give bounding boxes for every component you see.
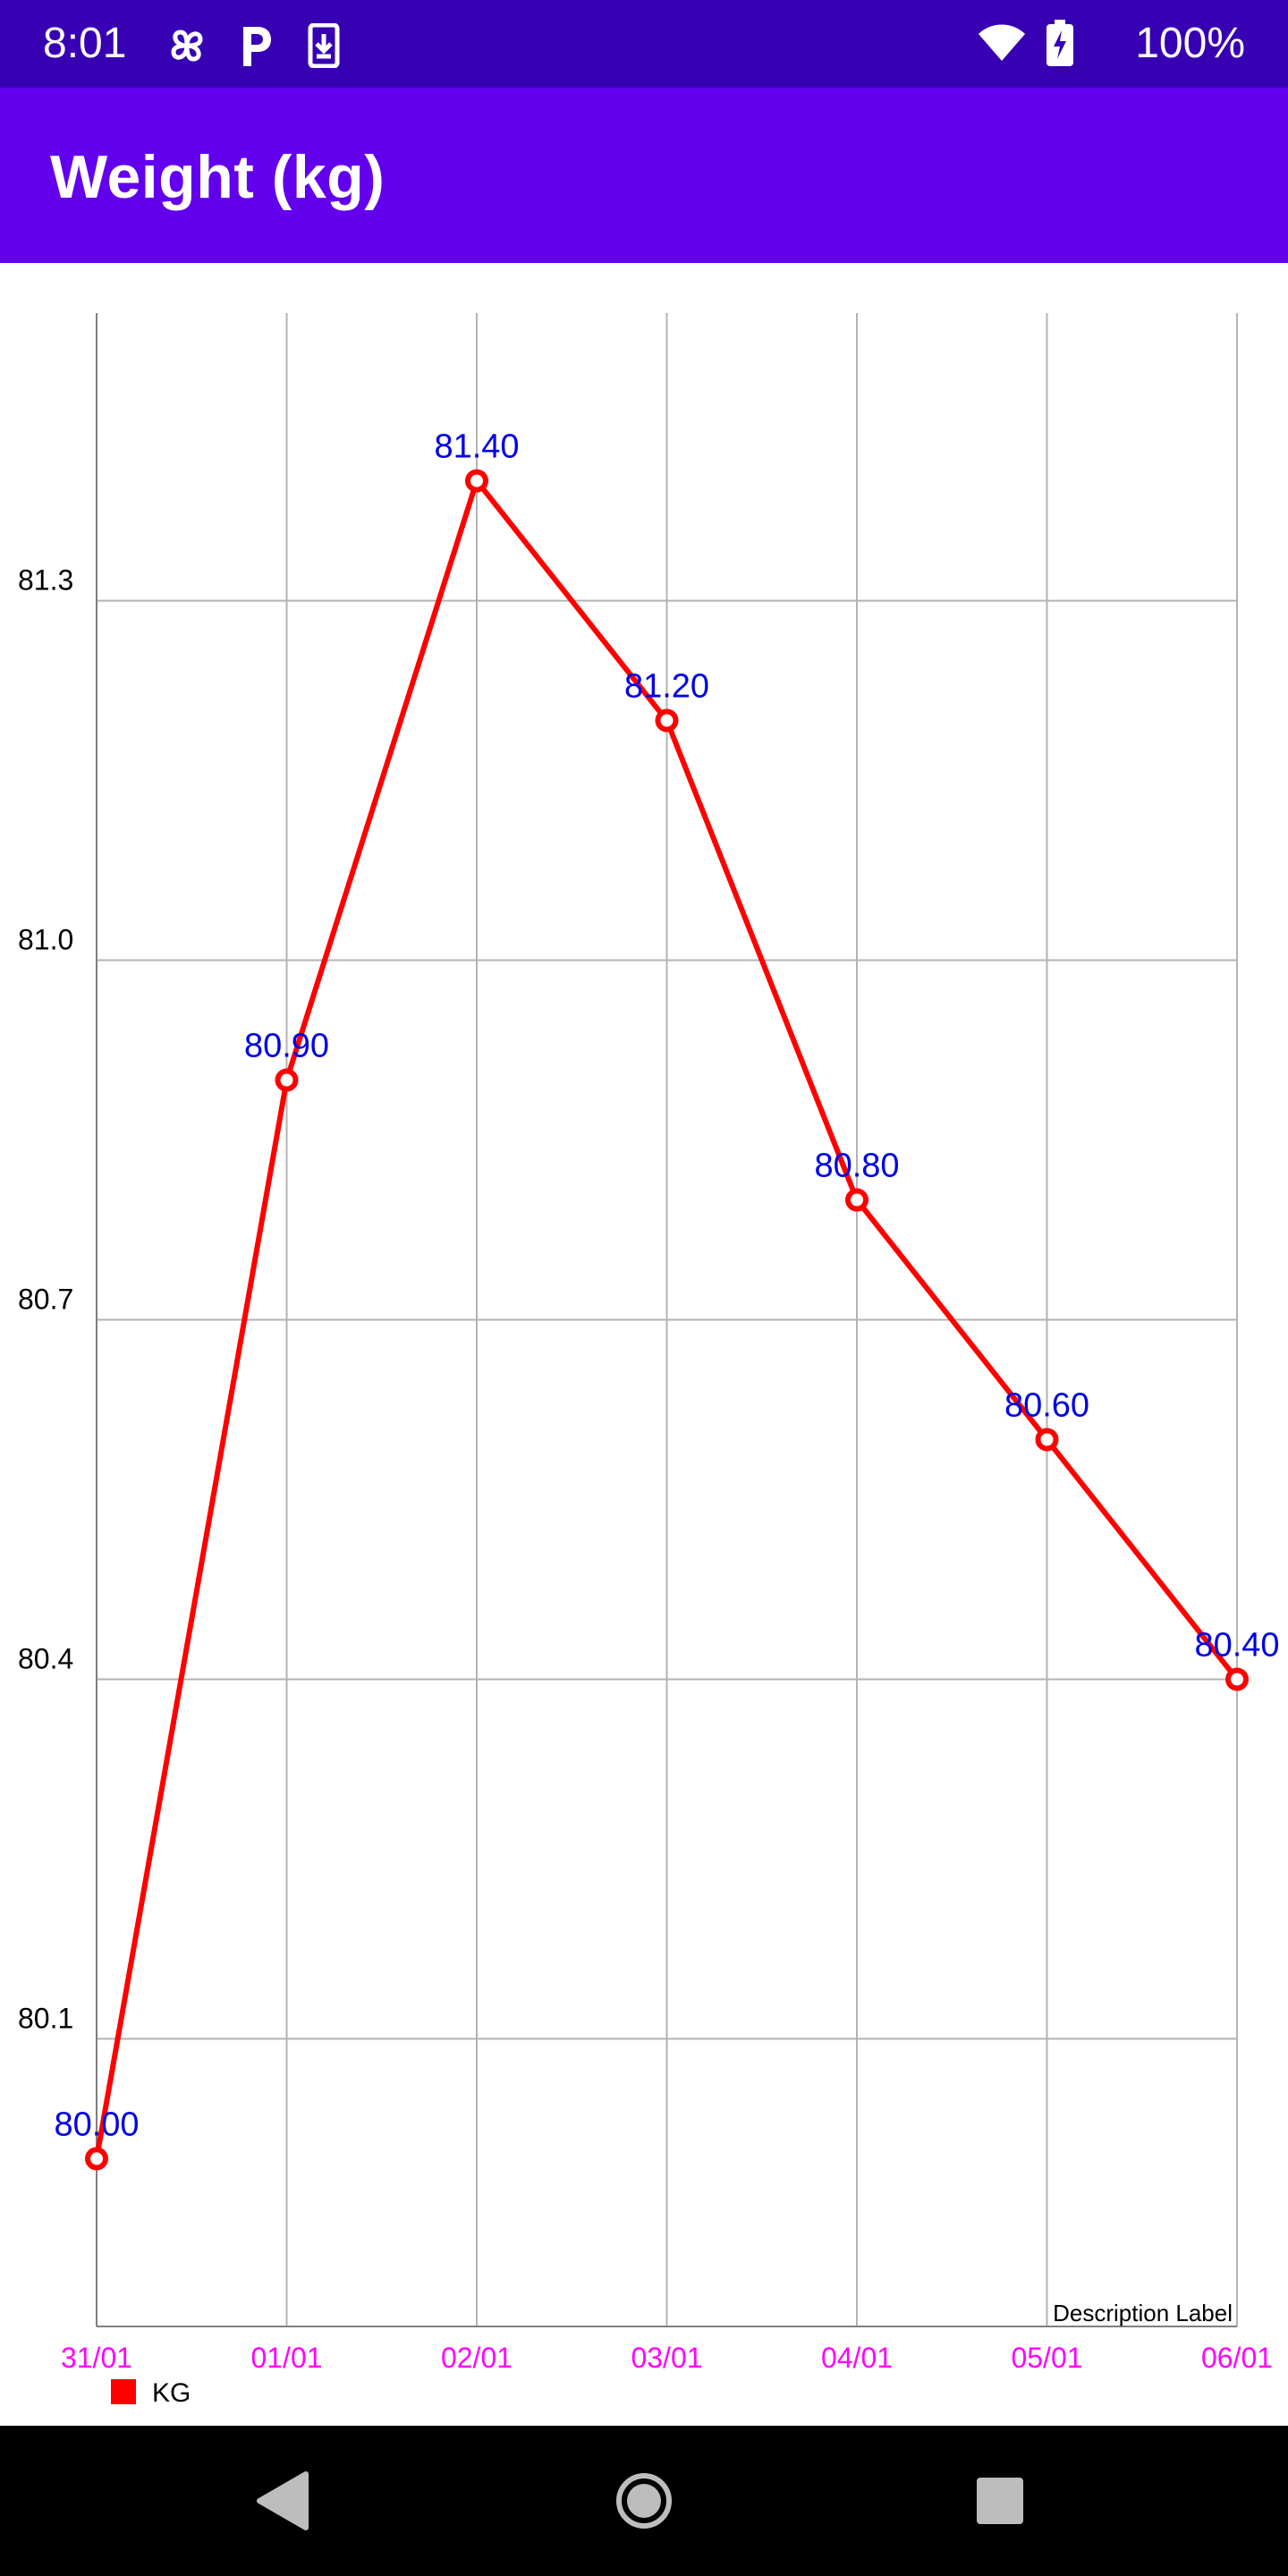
value-label: 80.90 (244, 1028, 329, 1065)
x-axis-ticks: 31/01 01/01 02/01 03/01 04/01 05/01 06/01 (61, 2342, 1273, 2374)
value-labels: 80.00 80.90 81.40 81.20 80.80 80.60 80.40 (54, 428, 1279, 2144)
pinwheel-icon (171, 30, 203, 62)
status-bar: 8:01 100% (0, 0, 1288, 88)
y-axis-ticks: 80.1 80.4 80.7 81.0 81.3 (18, 564, 73, 2035)
x-tick-label: 01/01 (250, 2342, 322, 2374)
recents-icon[interactable] (955, 2456, 1045, 2546)
y-tick-label: 81.0 (18, 924, 73, 956)
legend-label-kg: KG (152, 2378, 191, 2408)
navigation-bar (0, 2426, 1288, 2576)
battery-percent: 100% (1135, 20, 1245, 67)
y-tick-label: 81.3 (18, 564, 73, 597)
back-icon[interactable] (238, 2456, 327, 2546)
x-tick-label: 05/01 (1011, 2342, 1082, 2374)
x-tick-label: 02/01 (441, 2342, 513, 2374)
download-icon (308, 23, 340, 68)
x-tick-label: 04/01 (821, 2342, 893, 2374)
value-label: 80.00 (54, 2106, 139, 2143)
parking-icon (243, 27, 271, 66)
description-label: Description Label (1053, 2300, 1233, 2326)
value-label: 80.40 (1194, 1626, 1279, 1664)
value-label: 81.40 (434, 428, 519, 466)
data-points (85, 469, 1249, 2171)
x-tick-label: 06/01 (1201, 2342, 1273, 2374)
weight-line-chart[interactable]: 80.1 80.4 80.7 81.0 81.3 31/01 01/01 02/01 03/0… (0, 263, 1288, 2426)
legend: KG (111, 2378, 191, 2408)
data-point (655, 708, 679, 733)
value-label: 80.80 (814, 1148, 899, 1185)
data-point (845, 1188, 869, 1212)
horizontal-grid (97, 599, 1237, 2040)
app-title: Weight (kg) (50, 143, 386, 211)
data-point (1225, 1667, 1249, 1691)
data-point (1035, 1428, 1059, 1452)
y-tick-label: 80.7 (18, 1284, 73, 1316)
app-bar: Weight (kg) (0, 88, 1288, 263)
status-right: 100% (977, 18, 1245, 70)
data-point (85, 2147, 108, 2171)
x-tick-label: 03/01 (631, 2342, 702, 2374)
data-point (275, 1068, 299, 1092)
chart-area: 80.1 80.4 80.7 81.0 81.3 31/01 01/01 02/01 03/0… (0, 263, 1288, 2426)
y-tick-label: 80.4 (18, 1642, 73, 1674)
x-tick-label: 31/01 (61, 2342, 132, 2374)
wifi-icon (979, 24, 1025, 61)
legend-swatch-kg (111, 2379, 136, 2404)
axes (96, 313, 1237, 2327)
battery-charging-icon (1046, 20, 1073, 66)
home-icon[interactable] (599, 2456, 689, 2546)
value-label: 81.20 (624, 668, 709, 706)
value-label: 80.60 (1004, 1386, 1089, 1424)
data-point (465, 469, 488, 493)
y-tick-label: 80.1 (18, 2002, 73, 2034)
status-time: 8:01 (43, 20, 127, 67)
